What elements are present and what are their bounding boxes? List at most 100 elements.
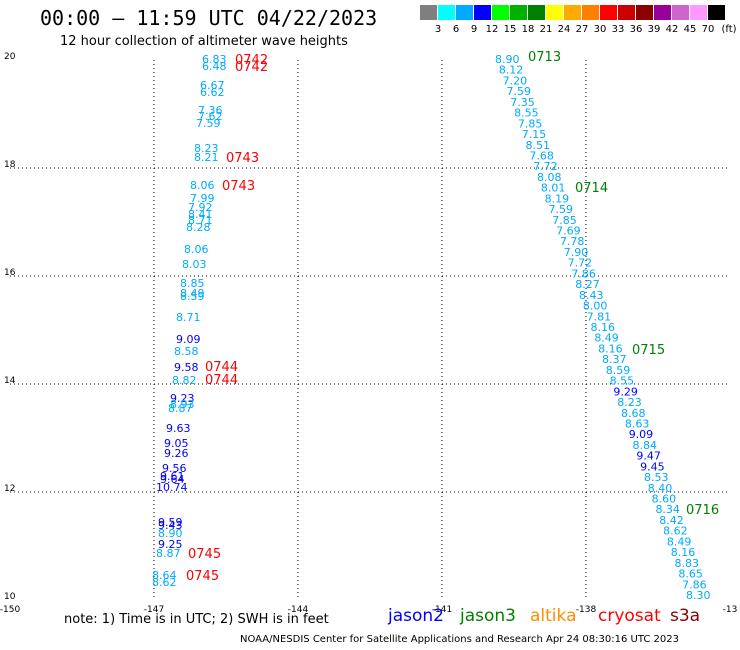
track-point-label: 9.23 — [170, 392, 195, 405]
track-point-label: 8.87 — [168, 402, 193, 415]
x-tick-label: -150 — [0, 605, 20, 615]
scale-label: 12 — [485, 24, 499, 35]
scale-swatch — [690, 5, 707, 20]
track-point-label: 8.00 — [583, 300, 608, 313]
track-point-label: 8.40 — [648, 482, 673, 495]
track-point-label: 8.41 — [188, 208, 213, 221]
track-point-label: 9.09 — [629, 428, 654, 441]
track-point-label: 7.59 — [196, 117, 221, 130]
track-point-label: 7.72 — [568, 257, 593, 270]
track-point-label: 7.36 — [198, 104, 223, 117]
track-point-label: 8.62 — [152, 576, 177, 589]
track-point-label: 8.59 — [606, 364, 631, 377]
track-point-label: 7.59 — [506, 85, 530, 98]
track-point-label: 8.62 — [663, 525, 688, 538]
scale-label: 3 — [434, 24, 442, 35]
x-tick-label: -144 — [288, 605, 309, 615]
scale-label: 18 — [521, 24, 535, 35]
track-point-label: 8.49 — [667, 535, 692, 548]
scale-label: 36 — [629, 24, 643, 35]
track-point-label: 7.92 — [188, 201, 213, 214]
track-point-label: 8.34 — [655, 503, 680, 516]
track-point-label: 8.60 — [652, 493, 677, 506]
track-point-label: 9.64 — [160, 473, 185, 486]
track-point-label: 8.59 — [180, 290, 205, 303]
scale-label: 15 — [503, 24, 517, 35]
track-point-label: 10.74 — [156, 481, 188, 494]
track-point-label: 6.83 — [202, 53, 227, 66]
scale-swatch — [420, 5, 437, 20]
footer-credit: NOAA/NESDIS Center for Satellite Applica… — [240, 634, 679, 645]
track-point-label: 7.20 — [503, 74, 528, 87]
scale-swatch — [546, 5, 563, 20]
track-point-label: 7.85 — [552, 214, 577, 227]
scale-swatch — [456, 5, 473, 20]
track-point-label: 6.67 — [200, 79, 225, 92]
time-label: 0743 — [222, 179, 255, 194]
scale-label: 33 — [611, 24, 625, 35]
track-point-label: 7.99 — [190, 192, 215, 205]
scale-swatch — [582, 5, 599, 20]
scale-swatch — [438, 5, 455, 20]
scale-label: 42 — [665, 24, 679, 35]
track-point-label: 7.78 — [560, 235, 585, 248]
track-point-label: 8.12 — [499, 64, 524, 77]
track-point-label: 6.48 — [202, 60, 227, 73]
track-point-label: 8.63 — [625, 417, 650, 430]
track-point-label: 8.85 — [180, 277, 205, 290]
track-point-label: 8.55 — [610, 375, 635, 388]
scale-swatch — [636, 5, 653, 20]
track-point-label: 9.25 — [158, 538, 183, 551]
track-point-label: 9.09 — [176, 333, 201, 346]
scale-unit: (ft) — [721, 24, 737, 35]
track-point-label: 9.45 — [640, 460, 665, 473]
track-point-label: 9.26 — [164, 447, 189, 460]
track-point-label: 8.93 — [170, 398, 195, 411]
track-point-label: 9.61 — [160, 470, 185, 483]
track-point-label: 8.28 — [186, 221, 211, 234]
track-point-label: 8.03 — [182, 258, 207, 271]
track-point-label: 7.85 — [518, 117, 543, 130]
x-tick-label: -138 — [576, 605, 597, 615]
track-point-label: 8.84 — [633, 439, 658, 452]
track-point-label: 8.16 — [591, 321, 616, 334]
satellite-name-jason2: jason2 — [388, 606, 444, 626]
time-label: 0713 — [528, 50, 561, 65]
satellite-name-s3a: s3a — [670, 606, 701, 626]
scale-swatch — [708, 5, 725, 20]
track-point-label: 8.71 — [188, 214, 213, 227]
track-point-label: 8.43 — [579, 289, 604, 302]
track-point-label: 8.23 — [617, 396, 642, 409]
track-point-label: 8.06 — [184, 243, 209, 256]
track-point-label: 9.59 — [158, 516, 183, 529]
track-point-label: 6.62 — [200, 86, 225, 99]
track-point-label: 7.72 — [533, 160, 558, 173]
scale-label: 70 — [701, 24, 715, 35]
track-point-label: 8.64 — [152, 569, 177, 582]
track-point-label: 8.49 — [180, 287, 205, 300]
x-tick-label: -13 — [723, 605, 738, 615]
track-point-label: 8.42 — [659, 514, 684, 527]
y-tick-label: 14 — [4, 376, 16, 386]
satellite-name-altika: altika — [530, 606, 577, 626]
scale-label: 9 — [470, 24, 478, 35]
track-point-label: 9.05 — [164, 437, 189, 450]
track-point-label: 8.27 — [575, 278, 600, 291]
y-tick-label: 18 — [4, 160, 16, 170]
scale-swatch — [564, 5, 581, 20]
track-point-label: 8.55 — [514, 107, 539, 120]
track-point-label: 9.58 — [174, 361, 199, 374]
scale-swatch — [492, 5, 509, 20]
scale-label: 21 — [539, 24, 553, 35]
satellite-name-cryosat: cryosat — [598, 606, 661, 626]
scale-swatch — [474, 5, 491, 20]
scale-label: 39 — [647, 24, 661, 35]
scale-swatch — [618, 5, 635, 20]
scale-label: 6 — [452, 24, 460, 35]
track-point-label: 8.19 — [545, 192, 570, 205]
track-point-label: 7.90 — [564, 246, 589, 259]
track-point-label: 7.86 — [571, 267, 596, 280]
scale-swatch — [672, 5, 689, 20]
